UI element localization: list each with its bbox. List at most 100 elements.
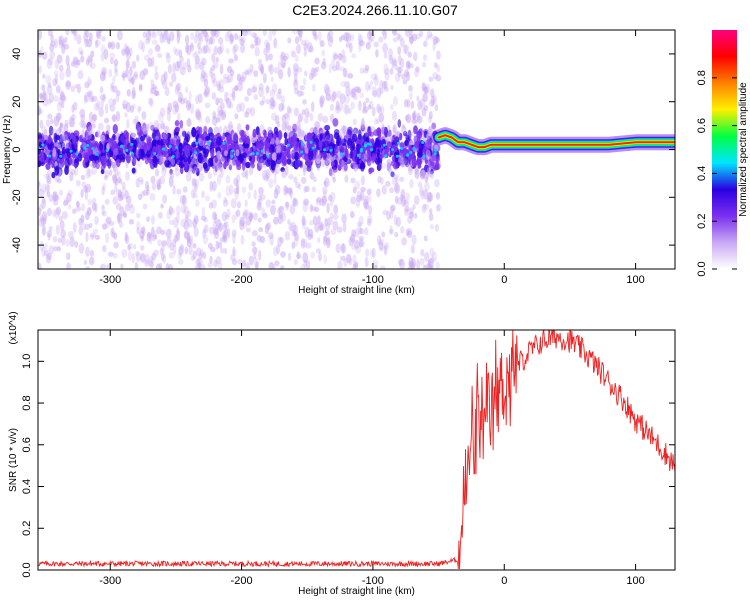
noise-blob [49,43,55,52]
noise-blob [313,125,320,133]
noise-blob [267,64,273,72]
noise-blob [369,80,374,86]
noise-blob [387,48,394,57]
noise-blob [413,51,418,62]
noise-blob [59,189,63,196]
noise-blob [323,253,327,265]
noise-blob [283,112,290,119]
noise-blob [357,224,362,235]
noise-blob [160,31,165,38]
noise-blob [54,208,60,219]
noise-blob [419,169,426,180]
noise-blob [45,163,51,171]
noise-blob [88,32,93,42]
noise-blob [368,204,373,216]
noise-blob [160,121,166,131]
noise-blob [166,112,171,122]
noise-blob [217,46,223,55]
noise-blob [259,100,265,106]
noise-blob [397,46,402,55]
noise-blob [110,189,116,196]
noise-blob [264,39,269,48]
noise-blob [98,30,103,34]
noise-blob [81,203,85,212]
noise-blob [140,135,146,142]
noise-blob [398,258,403,266]
noise-blob [192,52,197,59]
noise-blob [309,113,314,122]
noise-blob [364,256,369,268]
noise-blob [374,72,378,82]
noise-blob [178,91,183,103]
noise-blob [268,144,275,154]
noise-blob [309,203,314,213]
noise-blob [329,200,334,207]
noise-blob [66,192,72,203]
noise-blob [91,202,97,211]
noise-blob [244,69,250,75]
noise-blob [429,255,435,264]
noise-blob [411,157,418,168]
noise-blob [171,144,177,152]
noise-peak [231,149,235,153]
noise-peak [125,148,129,152]
noise-blob [371,139,375,147]
noise-blob [365,41,371,50]
noise-blob [46,191,51,198]
noise-blob [272,263,276,269]
noise-blob [294,54,299,63]
noise-blob [215,117,221,123]
noise-blob [65,252,71,261]
noise-peak [384,154,388,158]
noise-blob [260,66,264,74]
noise-blob [107,158,112,169]
noise-blob [377,131,382,140]
noise-blob [419,186,424,197]
noise-blob [411,33,418,42]
noise-blob [48,125,54,136]
noise-blob [325,130,331,141]
noise-blob [121,153,126,163]
noise-blob [435,192,441,200]
noise-blob [159,107,166,117]
noise-blob [377,140,382,149]
noise-blob [190,255,196,262]
noise-blob [120,263,124,269]
noise-blob [332,91,338,99]
snr-xtick-label: -300 [99,575,121,587]
noise-blob [265,98,271,105]
noise-blob [394,72,401,83]
noise-blob [422,92,428,103]
noise-blob [143,142,148,152]
noise-blob [107,41,112,49]
noise-blob [167,102,173,112]
noise-blob [389,224,393,235]
noise-blob [168,264,174,269]
noise-blob [39,240,44,252]
noise-blob [371,152,376,163]
noise-blob [414,67,420,78]
noise-blob [276,91,282,101]
colorbar [712,30,737,269]
noise-blob [217,241,223,249]
noise-peak [41,143,45,147]
noise-blob [102,182,107,191]
noise-blob [83,30,89,35]
noise-blob [124,231,128,243]
noise-blob [225,174,231,184]
noise-blob [216,150,221,161]
noise-blob [332,53,339,60]
noise-blob [125,102,131,113]
noise-peak [255,152,259,156]
noise-blob [80,55,85,63]
noise-blob [72,222,77,234]
noise-blob [172,238,177,248]
noise-blob [176,188,182,195]
noise-blob [368,167,375,173]
noise-blob [286,153,292,160]
noise-blob [358,235,364,242]
noise-blob [153,119,160,130]
noise-blob [343,162,348,172]
noise-blob [41,211,48,222]
noise-blob [335,100,340,111]
